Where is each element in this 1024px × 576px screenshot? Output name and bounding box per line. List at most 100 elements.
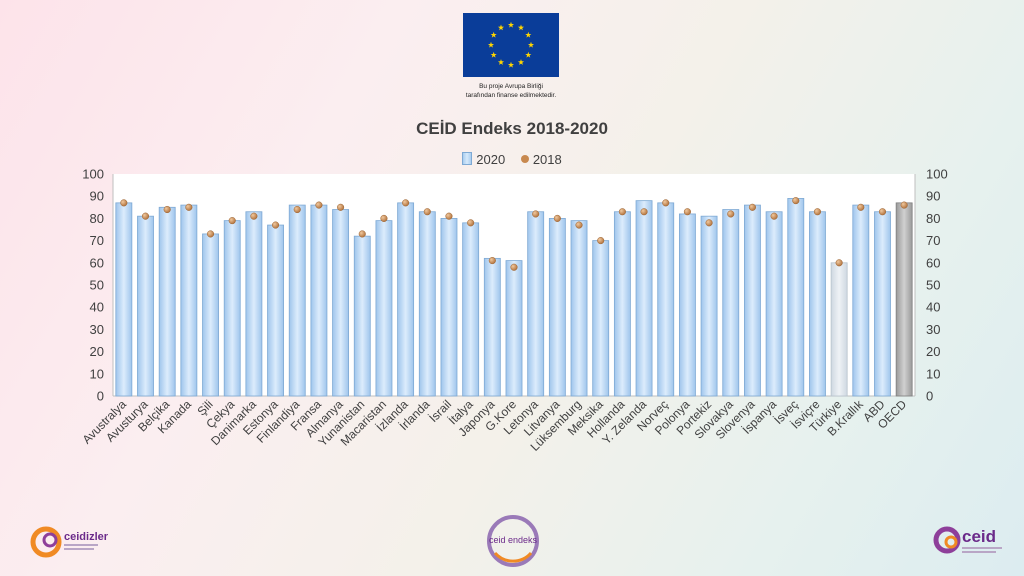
ceid-endeks-logo-text: ceid endeks bbox=[489, 535, 538, 545]
legend-dot-swatch bbox=[520, 155, 529, 163]
chart-legend: 2020 2018 bbox=[0, 152, 1024, 167]
dot-2018 bbox=[597, 237, 605, 245]
dot-2018 bbox=[683, 208, 691, 216]
ceid-logo-text: ceid bbox=[962, 527, 996, 546]
dot-2018 bbox=[228, 217, 236, 225]
y-tick-label-right: 10 bbox=[926, 366, 940, 381]
y-tick-label-right: 20 bbox=[926, 344, 940, 359]
dot-2018 bbox=[293, 205, 301, 214]
y-tick-label-left: 30 bbox=[90, 322, 104, 337]
eu-star-icon bbox=[490, 51, 497, 58]
dot-2018 bbox=[575, 221, 583, 229]
eu-star-icon bbox=[517, 59, 525, 65]
eu-star-icon bbox=[497, 59, 505, 65]
ceidizler-logo: ceidizler bbox=[30, 526, 109, 558]
y-tick-label-right: 0 bbox=[926, 389, 933, 404]
y-tick-label-left: 20 bbox=[90, 344, 104, 359]
bar-2020 bbox=[288, 204, 306, 397]
dot-2018 bbox=[163, 205, 171, 214]
bar-2020 bbox=[202, 233, 219, 397]
legend-item-2020: 2020 bbox=[462, 152, 505, 167]
dot-2018 bbox=[120, 199, 128, 207]
bar-2020 bbox=[657, 202, 675, 397]
dot-2018 bbox=[705, 219, 713, 227]
eu-star-icon bbox=[527, 41, 535, 48]
y-tick-label-right: 50 bbox=[926, 278, 940, 293]
dot-2018 bbox=[835, 259, 843, 267]
dot-2018 bbox=[272, 221, 280, 229]
dot-2018 bbox=[813, 208, 822, 216]
y-tick-label-right: 100 bbox=[926, 167, 948, 182]
y-tick-label-right: 30 bbox=[926, 322, 940, 337]
dot-2018 bbox=[727, 210, 735, 218]
bar-2020 bbox=[787, 198, 805, 397]
bar-2020 bbox=[570, 220, 588, 397]
dot-2018 bbox=[402, 199, 410, 207]
dot-2018 bbox=[488, 257, 496, 265]
dot-2018 bbox=[358, 230, 366, 238]
bar-2020 bbox=[895, 202, 913, 397]
bar-2020 bbox=[332, 209, 350, 397]
bar-2020 bbox=[678, 213, 696, 397]
bar-2020 bbox=[397, 202, 415, 397]
bar-2020 bbox=[223, 220, 241, 397]
dot-2018 bbox=[141, 212, 150, 220]
y-tick-label-left: 90 bbox=[90, 189, 104, 204]
bar-2020 bbox=[874, 211, 891, 397]
bar-2020 bbox=[267, 224, 284, 397]
eu-caption-line1: Bu proje Avrupa Birliği bbox=[479, 83, 543, 90]
bar-2020 bbox=[592, 240, 610, 397]
dot-2018 bbox=[250, 212, 258, 220]
bar-2020 bbox=[635, 200, 653, 397]
dot-2018 bbox=[532, 210, 540, 218]
eu-star-icon bbox=[507, 21, 515, 28]
y-tick-label-left: 100 bbox=[82, 167, 104, 182]
bar-2020 bbox=[440, 217, 458, 397]
chart-title: CEİD Endeks 2018-2020 bbox=[416, 119, 608, 138]
bar-2020 bbox=[180, 204, 198, 397]
dot-2018 bbox=[423, 208, 431, 216]
dot-2018 bbox=[792, 197, 800, 205]
bar-2020 bbox=[375, 220, 393, 397]
dot-2018 bbox=[770, 212, 778, 220]
bar-2020 bbox=[310, 204, 328, 397]
eu-star-icon bbox=[487, 41, 495, 48]
legend-label-2020: 2020 bbox=[476, 152, 506, 167]
bar-2020 bbox=[115, 202, 133, 397]
dot-2018 bbox=[315, 201, 323, 209]
y-tick-label-right: 40 bbox=[926, 300, 940, 315]
bar-2020 bbox=[809, 211, 826, 397]
eu-star-icon bbox=[490, 31, 497, 38]
bar-2020 bbox=[700, 215, 718, 397]
dot-2018 bbox=[380, 214, 388, 222]
bar-2020 bbox=[527, 211, 545, 397]
y-tick-label-right: 70 bbox=[926, 233, 940, 248]
bar-2020 bbox=[765, 211, 783, 397]
y-tick-label-left: 0 bbox=[97, 389, 104, 404]
eu-funding-caption: Bu proje Avrupa Birliği tarafından finan… bbox=[420, 82, 602, 100]
y-tick-label-right: 90 bbox=[926, 189, 940, 204]
eu-star-icon bbox=[525, 51, 532, 58]
eu-star-icon bbox=[507, 61, 515, 68]
dot-2018 bbox=[900, 201, 908, 209]
bar-2020 bbox=[137, 215, 154, 397]
y-tick-label-right: 80 bbox=[926, 211, 940, 226]
dot-2018 bbox=[618, 208, 626, 216]
bar-2020 bbox=[245, 211, 263, 397]
bar-2020 bbox=[418, 211, 436, 397]
dot-2018 bbox=[445, 212, 453, 220]
dot-2018 bbox=[640, 208, 648, 216]
bar-2020 bbox=[613, 211, 631, 397]
dot-2018 bbox=[337, 203, 345, 211]
dot-2018 bbox=[662, 199, 670, 207]
legend-label-2018: 2018 bbox=[532, 152, 562, 167]
bar-2020 bbox=[852, 204, 870, 397]
eu-star-icon bbox=[517, 24, 525, 31]
y-tick-label-left: 50 bbox=[90, 278, 104, 293]
ceid-endeks-logo: ceid endeks bbox=[487, 515, 539, 567]
dot-2018 bbox=[206, 230, 215, 238]
legend-bar-swatch bbox=[462, 152, 473, 165]
dot-2018 bbox=[878, 208, 887, 216]
dot-2018 bbox=[748, 203, 756, 211]
bar-2020 bbox=[548, 217, 566, 397]
